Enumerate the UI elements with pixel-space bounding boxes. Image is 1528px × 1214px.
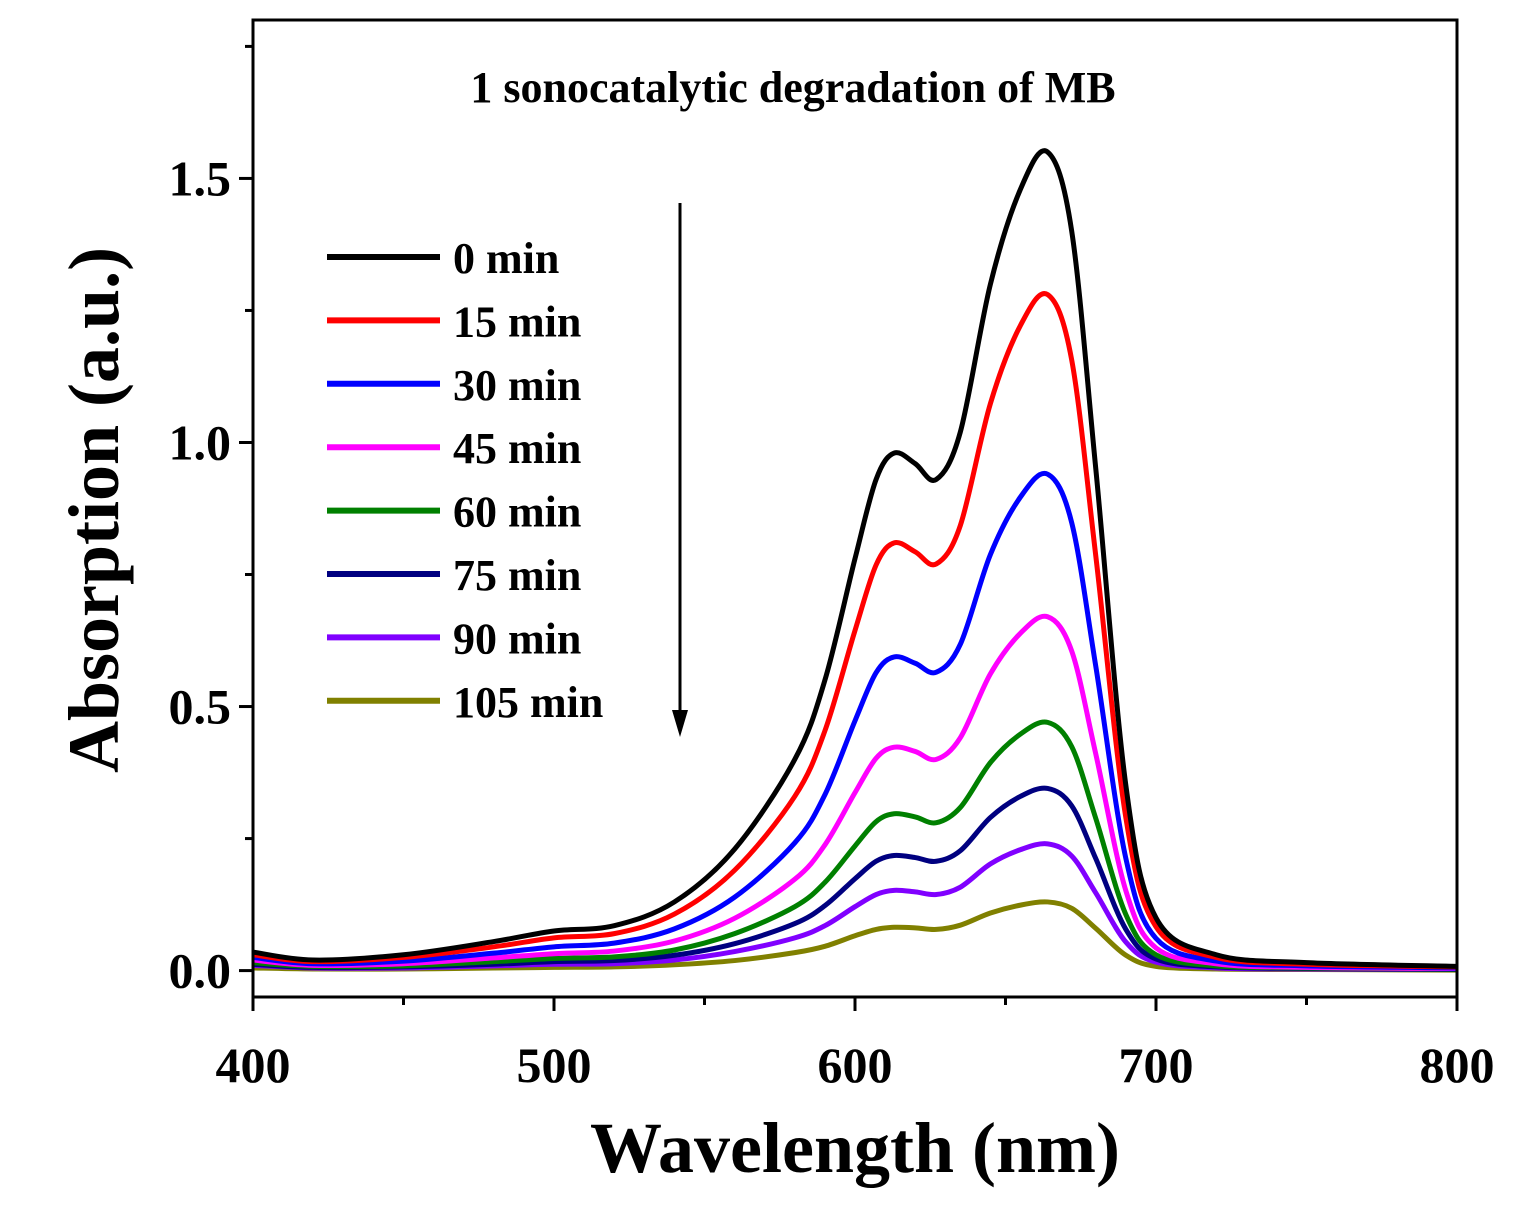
series-line-60-min [252,719,1458,972]
series-line-75-min [252,785,1458,973]
x-tick-label: 500 [517,1037,592,1093]
legend: 0 min 15 min 30 min 45 min 60 min 75 min 90 mi… [327,234,603,727]
series-curves [252,148,1458,973]
series-line-105-min [252,899,1458,973]
x-axis-label: Wavelength (nm) [590,1108,1120,1188]
y-tick-label: 1.0 [169,414,232,470]
decrease-arrow [672,203,688,737]
legend-item: 0 min [327,234,559,283]
legend-label: 60 min [453,488,581,537]
series-line-0-min [252,148,1458,969]
series-line-30-min [252,470,1458,971]
y-tick-label: 1.5 [169,150,232,206]
legend-label: 105 min [453,678,603,727]
series-line-90-min [252,841,1458,973]
x-tick-label: 800 [1420,1037,1495,1093]
y-tick-label: 0.0 [169,943,232,999]
legend-item: 15 min [327,297,581,346]
y-axis-label: Absorption (a.u.) [54,247,134,773]
legend-label: 75 min [453,551,581,600]
x-tick-label: 700 [1119,1037,1194,1093]
legend-item: 75 min [327,551,581,600]
legend-label: 15 min [453,297,581,346]
legend-item: 105 min [327,678,603,727]
x-tick-label: 600 [818,1037,893,1093]
x-tick-label: 400 [216,1037,291,1093]
legend-item: 45 min [327,424,581,473]
legend-item: 60 min [327,488,581,537]
legend-item: 30 min [327,361,581,410]
y-axis-ticks: 0.0 0.5 1.0 1.5 [169,44,253,999]
legend-label: 30 min [453,361,581,410]
chart-annotation: 1 sonocatalytic degradation of MB [470,63,1115,112]
x-axis-ticks: 400 500 600 700 800 [216,997,1495,1093]
legend-item: 90 min [327,614,581,663]
legend-label: 0 min [453,234,559,283]
series-line-15-min [252,291,1458,970]
legend-label: 45 min [453,424,581,473]
legend-label: 90 min [453,614,581,663]
series-line-45-min [252,613,1458,971]
y-tick-label: 0.5 [169,679,232,735]
